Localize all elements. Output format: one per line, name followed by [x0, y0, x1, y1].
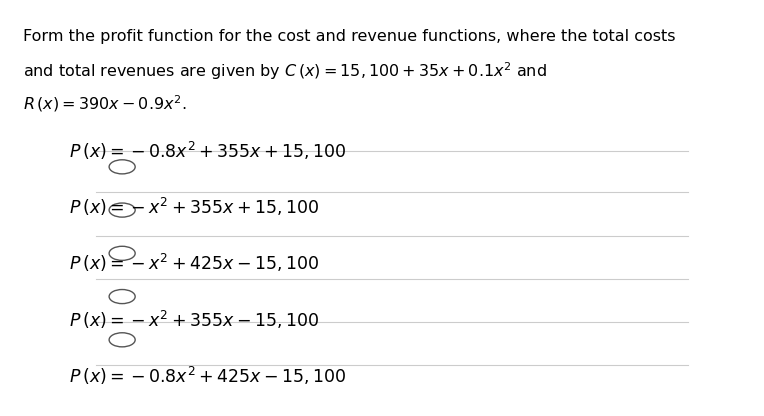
Text: $P\,(x) = -0.8x^2 + 425x - 15,100$: $P\,(x) = -0.8x^2 + 425x - 15,100$	[69, 364, 346, 387]
Text: $P\,(x) = -x^2 + 355x - 15,100$: $P\,(x) = -x^2 + 355x - 15,100$	[69, 308, 319, 331]
Text: $R\,(x) = 390x - 0.9x^2$.: $R\,(x) = 390x - 0.9x^2$.	[23, 94, 186, 114]
Text: $P\,(x) = -x^2 + 355x + 15,100$: $P\,(x) = -x^2 + 355x + 15,100$	[69, 196, 319, 218]
Text: $P\,(x) = -0.8x^2 + 355x + 15,100$: $P\,(x) = -0.8x^2 + 355x + 15,100$	[69, 140, 346, 162]
Text: Form the profit function for the cost and revenue functions, where the total cos: Form the profit function for the cost an…	[23, 29, 675, 44]
Text: and total revenues are given by $C\,(x) = 15,100 + 35x + 0.1x^2$ and: and total revenues are given by $C\,(x) …	[23, 60, 547, 82]
Text: $P\,(x) = -x^2 + 425x - 15,100$: $P\,(x) = -x^2 + 425x - 15,100$	[69, 252, 319, 275]
